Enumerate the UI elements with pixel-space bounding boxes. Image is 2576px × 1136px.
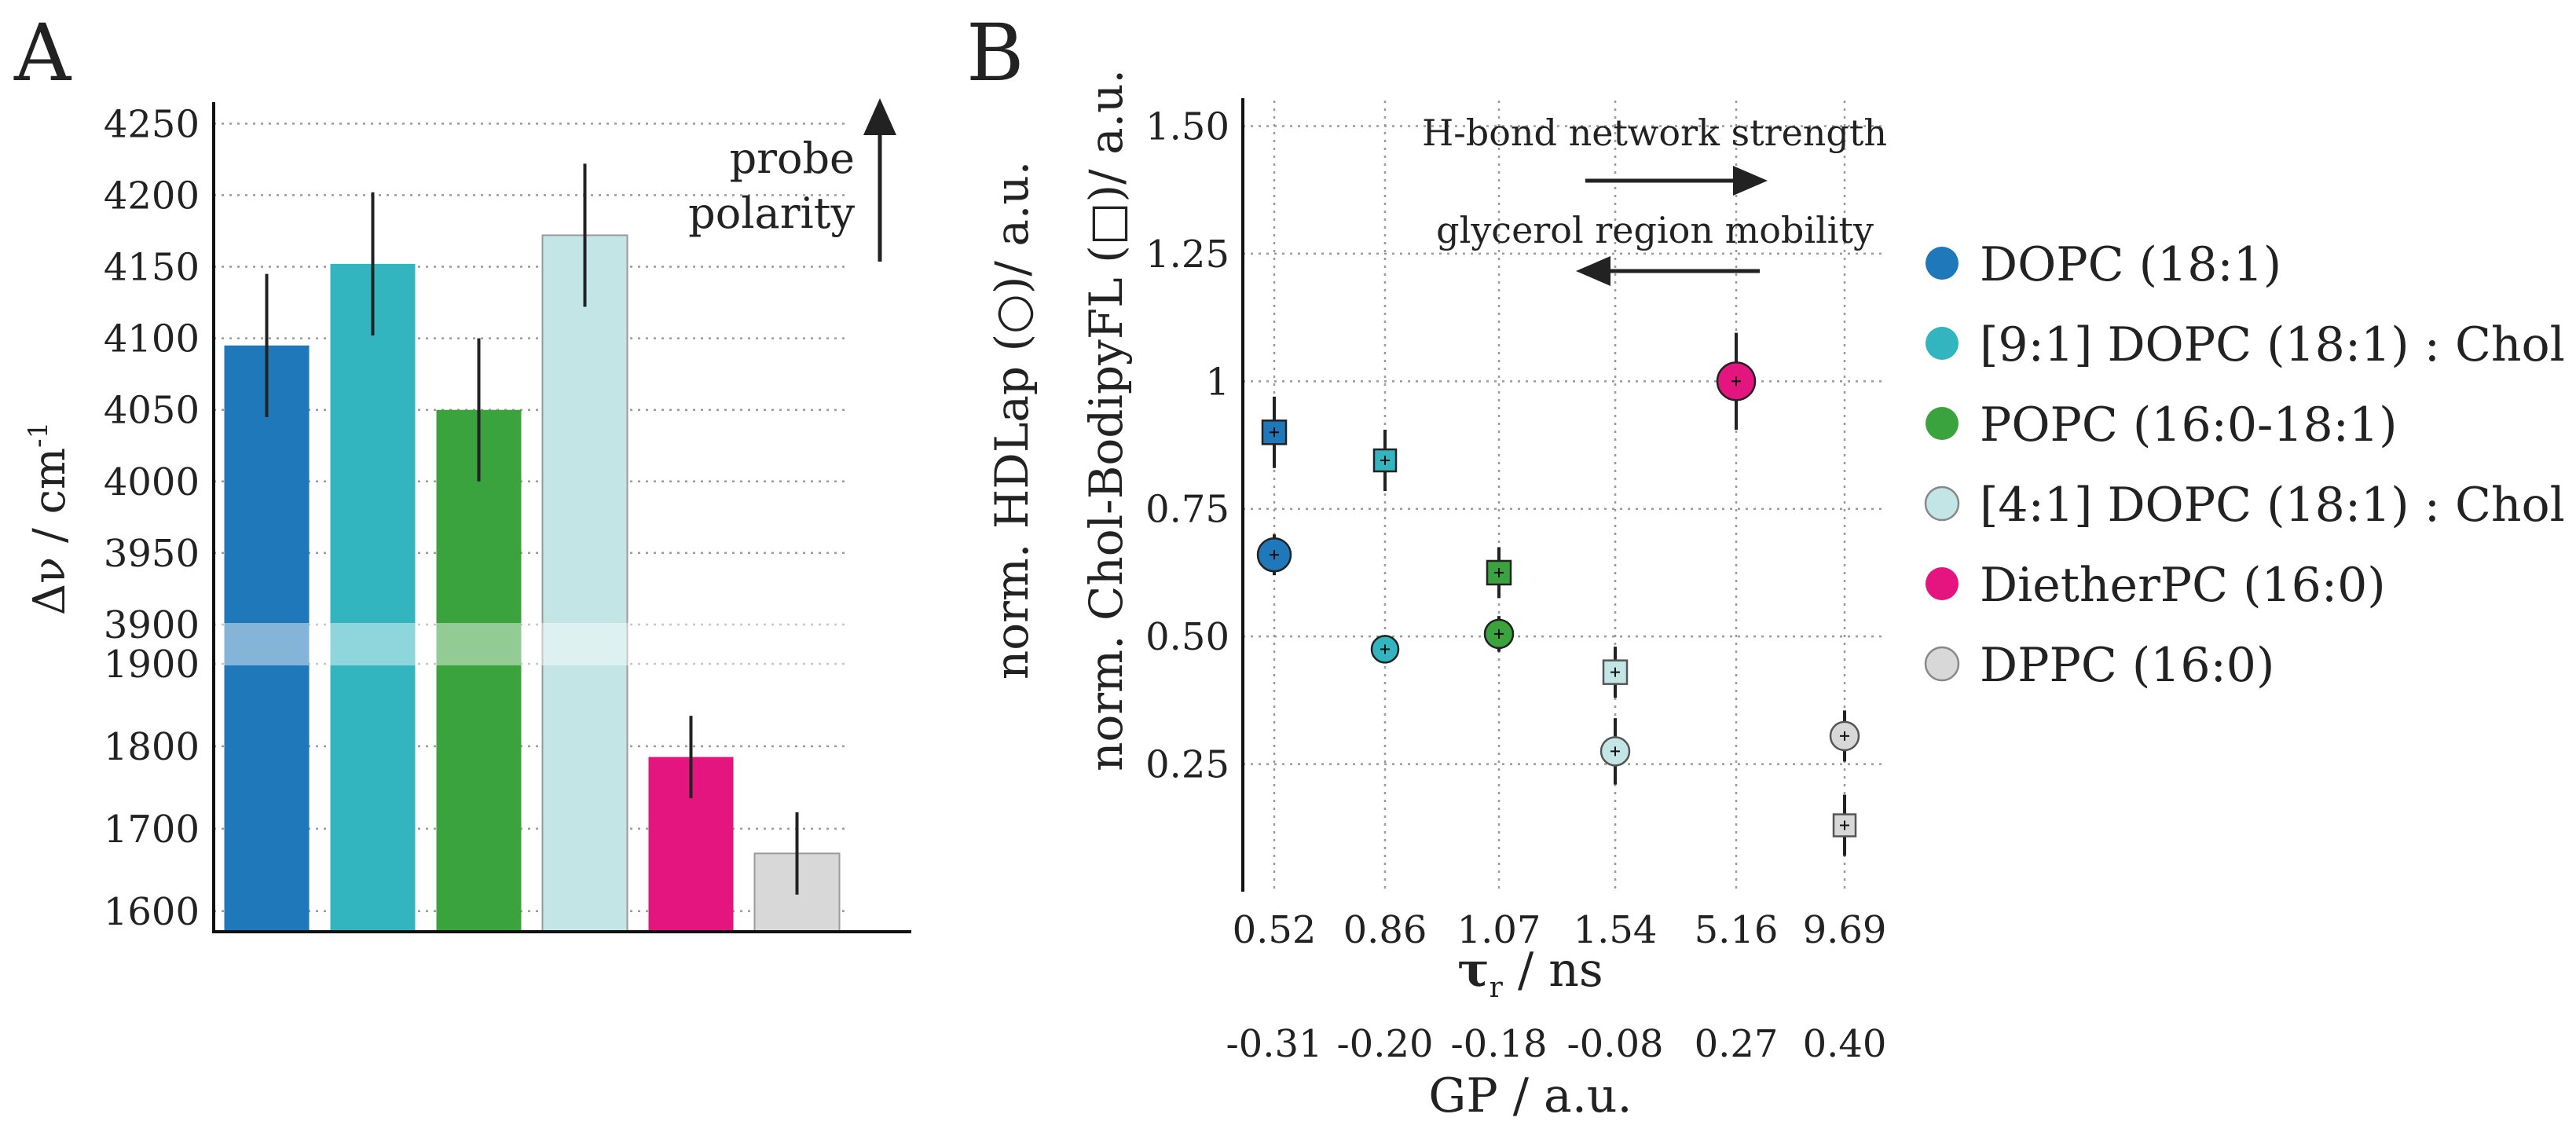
y-tick-label: 0.50 — [1145, 615, 1229, 659]
h-bond-arrow-label: H-bond network strength — [1422, 112, 1887, 154]
y-tick-label: 1600 — [104, 890, 200, 934]
y-tick-label: 1.25 — [1145, 233, 1229, 277]
y-tick-label: 4200 — [104, 174, 200, 218]
y-tick-label: 4150 — [104, 246, 200, 290]
x-tick-label-gp: 0.27 — [1695, 1022, 1779, 1066]
y-tick-label: 4100 — [104, 317, 200, 361]
bar — [541, 234, 628, 933]
probe-polarity-arrowhead — [863, 98, 896, 135]
y-tick-label: 1900 — [104, 643, 200, 687]
panel-b-x-tick-labels: 0.52 -0.31 0.86 -0.20 1.07 -0.18 1.54 -0.08 5.16… — [1226, 908, 1886, 1066]
legend-label: DPPC (16:0) — [1980, 638, 2274, 693]
panel-b-label: B — [966, 7, 1024, 99]
x-tick-label-tau: 5.16 — [1695, 908, 1779, 952]
x-tick-label-gp: -0.20 — [1336, 1022, 1433, 1066]
glycerol-arrowhead — [1576, 256, 1610, 286]
y-tick-label: 1 — [1205, 360, 1229, 404]
x-tick-label-tau: 0.52 — [1233, 908, 1317, 952]
x-tick-label-tau: 1.54 — [1574, 908, 1658, 952]
y-tick-label: 3900 — [104, 603, 200, 647]
x-tick-label-gp: -0.08 — [1566, 1022, 1663, 1066]
y-tick-label: 3950 — [104, 532, 200, 576]
legend-label: DOPC (18:1) — [1980, 237, 2281, 292]
panel-b-y-label-hdlap: norm. HDLap (○)/ a.u. — [985, 161, 1039, 680]
legend-label: [9:1] DOPC (18:1) : Chol — [1980, 317, 2565, 372]
h-bond-arrowhead — [1733, 166, 1768, 196]
panel-b-x-label-gp: GP / a.u. — [1428, 1068, 1632, 1123]
y-tick-label: 0.25 — [1145, 743, 1229, 787]
panel-a: A 3900 3950 4000 4050 4100 4150 4200 4250 1600 17… — [13, 7, 911, 934]
probe-polarity-label-line1: probe — [730, 134, 855, 183]
x-tick-label-gp: -0.31 — [1226, 1022, 1322, 1066]
panel-b-y-tick-labels: 0.25 0.50 0.75 1 1.25 1.50 — [1145, 104, 1229, 786]
bar — [330, 263, 416, 932]
y-tick-label: 4000 — [104, 460, 200, 504]
panel-a-y-axis-label: Δν / cm-1 — [23, 422, 75, 616]
y-tick-label: 1700 — [104, 808, 200, 852]
x-tick-label-tau: 0.86 — [1343, 908, 1427, 952]
y-tick-label: 4250 — [104, 102, 200, 146]
x-tick-label-gp: -0.18 — [1450, 1022, 1547, 1066]
legend-label: DietherPC (16:0) — [1980, 558, 2386, 613]
panel-a-bars — [224, 234, 841, 933]
legend-swatch — [1926, 247, 1959, 280]
legend-swatch — [1926, 407, 1959, 440]
panel-b: B 0.25 0.50 0.75 1 1.25 1.50 0.52 -0.31 0.86 -0.… — [966, 7, 1887, 1123]
bar — [436, 409, 522, 932]
panel-a-tick-labels: 3900 3950 4000 4050 4100 4150 4200 4250 1600 1700… — [104, 102, 200, 933]
x-tick-label-gp: 0.40 — [1803, 1022, 1887, 1066]
panel-a-label: A — [13, 7, 72, 99]
y-tick-label: 0.75 — [1145, 488, 1229, 532]
legend-swatch — [1926, 327, 1959, 360]
panel-b-markers — [1256, 332, 1860, 856]
y-tick-label: 1800 — [104, 725, 200, 769]
panel-b-gridlines — [1243, 101, 1885, 892]
panel-b-x-label-tau: τr / ns — [1457, 943, 1603, 1004]
legend-swatch — [1924, 486, 1960, 522]
legend-swatch — [1926, 567, 1959, 600]
bar — [224, 345, 310, 932]
probe-polarity-label-line2: polarity — [688, 189, 855, 238]
x-tick-label-tau: 1.07 — [1457, 908, 1541, 952]
legend: DOPC (18:1) [9:1] DOPC (18:1) : Chol POPC … — [1924, 237, 2565, 693]
panel-a-error-bars — [265, 163, 799, 895]
y-tick-label: 1.50 — [1145, 104, 1229, 148]
glycerol-arrow-label: glycerol region mobility — [1436, 209, 1874, 251]
y-tick-label: 4050 — [104, 389, 200, 433]
legend-label: POPC (16:0-18:1) — [1980, 398, 2397, 453]
legend-swatch — [1924, 646, 1960, 682]
axis-break-band — [214, 623, 850, 665]
panel-b-y-label-bodipy: norm. Chol-BodipyFL (□)/ a.u. — [1079, 69, 1133, 771]
legend-label: [4:1] DOPC (18:1) : Chol — [1980, 478, 2565, 533]
x-tick-label-tau: 9.69 — [1803, 908, 1887, 952]
